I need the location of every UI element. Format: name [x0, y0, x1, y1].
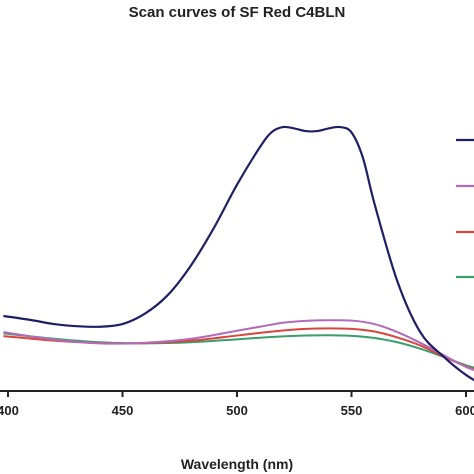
chart-title: Scan curves of SF Red C4BLN [129, 4, 346, 21]
legend [456, 138, 474, 279]
curves-layer [3, 125, 474, 382]
x-tick-label: 500 [226, 403, 248, 418]
x-tick-label: 400 [0, 403, 19, 418]
x-tick-label: 600 [455, 403, 474, 418]
x-tick-label: 450 [112, 403, 134, 418]
x-ticks: 400 450 500 550 600 [0, 391, 474, 418]
x-tick-label: 550 [341, 403, 363, 418]
series-line-2 [3, 319, 474, 372]
series-line-1 [3, 125, 474, 382]
x-axis-label: Wavelength (nm) [181, 456, 293, 472]
